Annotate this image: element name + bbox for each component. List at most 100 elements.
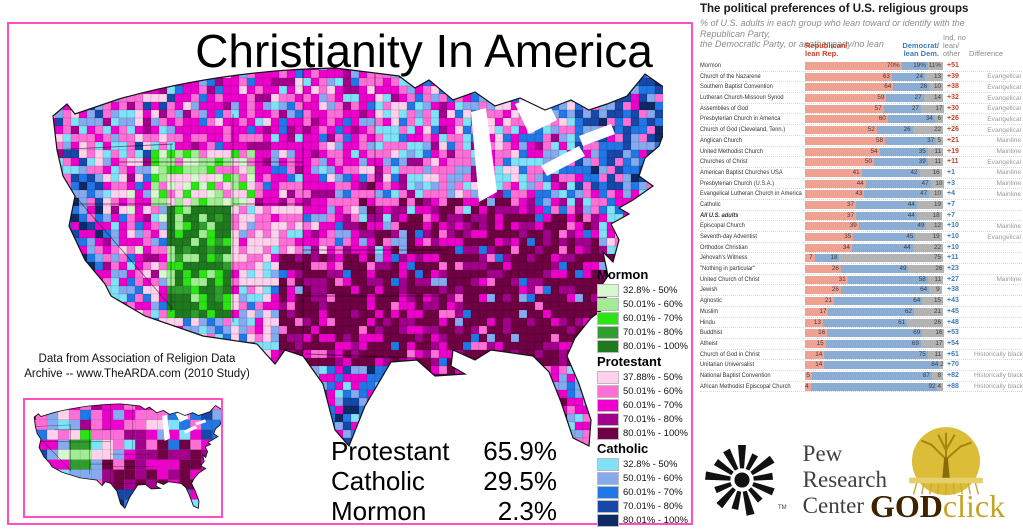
chart-row-bars: 37 44 18	[805, 211, 942, 220]
bar-segment-ind: 19	[915, 233, 942, 241]
chart-row-bars: 63 24 13	[805, 72, 943, 81]
chart-row: Evangelical Lutheran Church in America 43…	[700, 189, 1022, 200]
stat-label: Protestant	[331, 436, 450, 466]
bar-segment-ind: 14	[923, 94, 943, 103]
stat-label: Mormon	[331, 496, 427, 526]
bar-segment-dem: 58	[847, 275, 928, 284]
chart-row-tradition: Mainline	[996, 222, 1021, 230]
bar-segment-rep: 14	[805, 361, 825, 370]
chart-row-bars: 57 27 17	[805, 104, 945, 113]
bar-segment-rep: 26	[805, 265, 841, 274]
legend-group-title-mormon: Mormon	[597, 267, 649, 282]
legend-color-swatch	[597, 370, 619, 384]
attribution-line-2: Archive -- www.TheARDA.com (2010 Study)	[24, 368, 250, 380]
chart-row-bars: 43 47 10	[805, 190, 943, 199]
bar-segment-rep: 44	[805, 179, 866, 188]
bar-segment-dem: 18	[814, 254, 840, 263]
bar-segment-rep: 17	[805, 307, 829, 316]
legend-range-label: 70.01% - 80%	[623, 500, 683, 512]
legend-row: 37.88% - 50%	[597, 370, 693, 384]
bar-segment-ind: 26	[908, 265, 945, 274]
bar-segment-rep: 70%	[805, 62, 902, 70]
chart-row-tradition: Evangelical	[987, 158, 1021, 166]
legend-range-label: 60.01% - 70%	[623, 312, 683, 324]
legend-range-label: 37.88% - 50%	[623, 371, 683, 383]
bar-segment-ind: 2	[940, 361, 944, 370]
bar-segment-dem: 69	[825, 339, 921, 348]
stat-row: Catholic 29.5%	[331, 466, 557, 496]
bar-segment-dem: 42	[861, 168, 920, 177]
chart-rows: Mormon 70% 19% 11% +51 Church of the Nazarene…	[700, 61, 1023, 393]
legend-color-swatch	[597, 398, 619, 412]
bar-segment-dem: 47	[864, 190, 930, 199]
chart-row-difference: +38	[947, 83, 959, 91]
bar-segment-rep: 64	[805, 83, 894, 92]
legend-color-swatch	[597, 426, 619, 440]
chart-row-difference: +61	[947, 350, 959, 358]
bar-segment-rep: 35	[805, 233, 854, 241]
chart-row-difference: +3	[947, 179, 955, 187]
bar-segment-rep: 7	[805, 254, 815, 263]
chart-row-bars: 50 39 11	[805, 158, 943, 167]
legend-row: 60.01% - 70%	[597, 485, 693, 499]
column-header-difference: Difference	[969, 49, 1004, 58]
chart-row-bars: 39 49 12	[805, 222, 943, 231]
chart-row-difference: +10	[947, 233, 959, 240]
bar-segment-ind: 22	[912, 243, 943, 252]
legend-color-swatch	[597, 311, 619, 325]
bar-segment-ind: 10	[929, 83, 943, 92]
bar-segment-ind: 11	[927, 275, 943, 284]
chart-row-difference: +27	[947, 275, 959, 283]
legend-row: 70.01% - 80%	[597, 325, 693, 339]
legend-range-label: 50.01% - 60%	[623, 385, 683, 397]
chart-row-tradition: Evangelical	[987, 115, 1021, 123]
chart-row-label: African Methodist Episcopal Church	[700, 382, 791, 390]
chart-row-label: Church of God in Christ	[700, 350, 760, 358]
bar-segment-dem: 35	[879, 147, 928, 156]
chart-row-label: Anglican Church	[700, 136, 742, 144]
chart-row-tradition: Evangelical	[987, 94, 1021, 102]
bar-segment-rep: 63	[805, 72, 892, 81]
bar-segment-ind: 10	[929, 190, 943, 199]
chart-row-tradition: Evangelical	[987, 105, 1021, 113]
chart-row-tradition: Evangelical	[987, 126, 1021, 134]
bar-segment-dem: 47	[865, 179, 931, 188]
chart-row-label: United Church of Christ	[700, 275, 760, 283]
legend-row: 50.01% - 60%	[597, 297, 693, 311]
chart-row-difference: +43	[947, 297, 959, 305]
bar-segment-dem: 44	[851, 243, 913, 252]
bar-segment-dem: 26	[893, 83, 930, 92]
bar-segment-dem: 69	[827, 329, 923, 338]
chart-row: United Methodist Church 54 35 11 +19 Mainline	[700, 147, 1022, 158]
christianity-map-panel: Christianity In America Mormon 32.8% - 50…	[7, 22, 693, 527]
godclick-click-text: click	[942, 488, 1006, 524]
bar-segment-rep: 60	[805, 115, 888, 124]
bar-segment-ind: 26	[907, 318, 943, 327]
bar-segment-ind: 5	[936, 136, 943, 145]
chart-row: Mormon 70% 19% 11% +51	[700, 61, 1022, 72]
legend-row: 80.01% - 100%	[597, 339, 693, 353]
bar-segment-rep: 43	[805, 190, 865, 199]
bar-segment-ind: 12	[926, 222, 943, 231]
bar-segment-rep: 52	[805, 126, 877, 135]
bar-segment-dem: 64	[840, 286, 930, 295]
legend-row: 70.01% - 80%	[597, 499, 693, 513]
stat-value: 29.5%	[483, 466, 557, 496]
chart-row: Episcopal Church 39 49 12 +10 Mainline	[700, 221, 1022, 232]
chart-row: Churches of Christ 50 39 11 +11 Evangelical	[700, 157, 1022, 168]
bar-segment-ind: 4	[937, 382, 943, 391]
chart-row-difference: +54	[947, 339, 959, 347]
bar-segment-ind: 16	[919, 168, 942, 177]
chart-row-tradition: Mainline	[996, 276, 1021, 284]
chart-row-bars: 14 75 11	[805, 350, 943, 359]
bar-segment-ind: 11	[927, 158, 943, 167]
chart-row-difference: +39	[947, 72, 959, 80]
legend-row: 32.8% - 50%	[597, 283, 693, 297]
chart-row: Presbyterian Church (U.S.A.) 44 47 10 +3 Main…	[700, 179, 1022, 190]
bar-segment-rep: 14	[805, 350, 825, 359]
bar-segment-ind: 13	[925, 72, 943, 81]
map-legend: Mormon 32.8% - 50% 50.01% - 60% 60.01% - 70…	[597, 266, 693, 527]
chart-row-label: American Baptist Churches USA	[700, 168, 783, 176]
legend-row: 60.01% - 70%	[597, 398, 693, 412]
chart-row-label: United Methodist Church	[700, 147, 763, 155]
